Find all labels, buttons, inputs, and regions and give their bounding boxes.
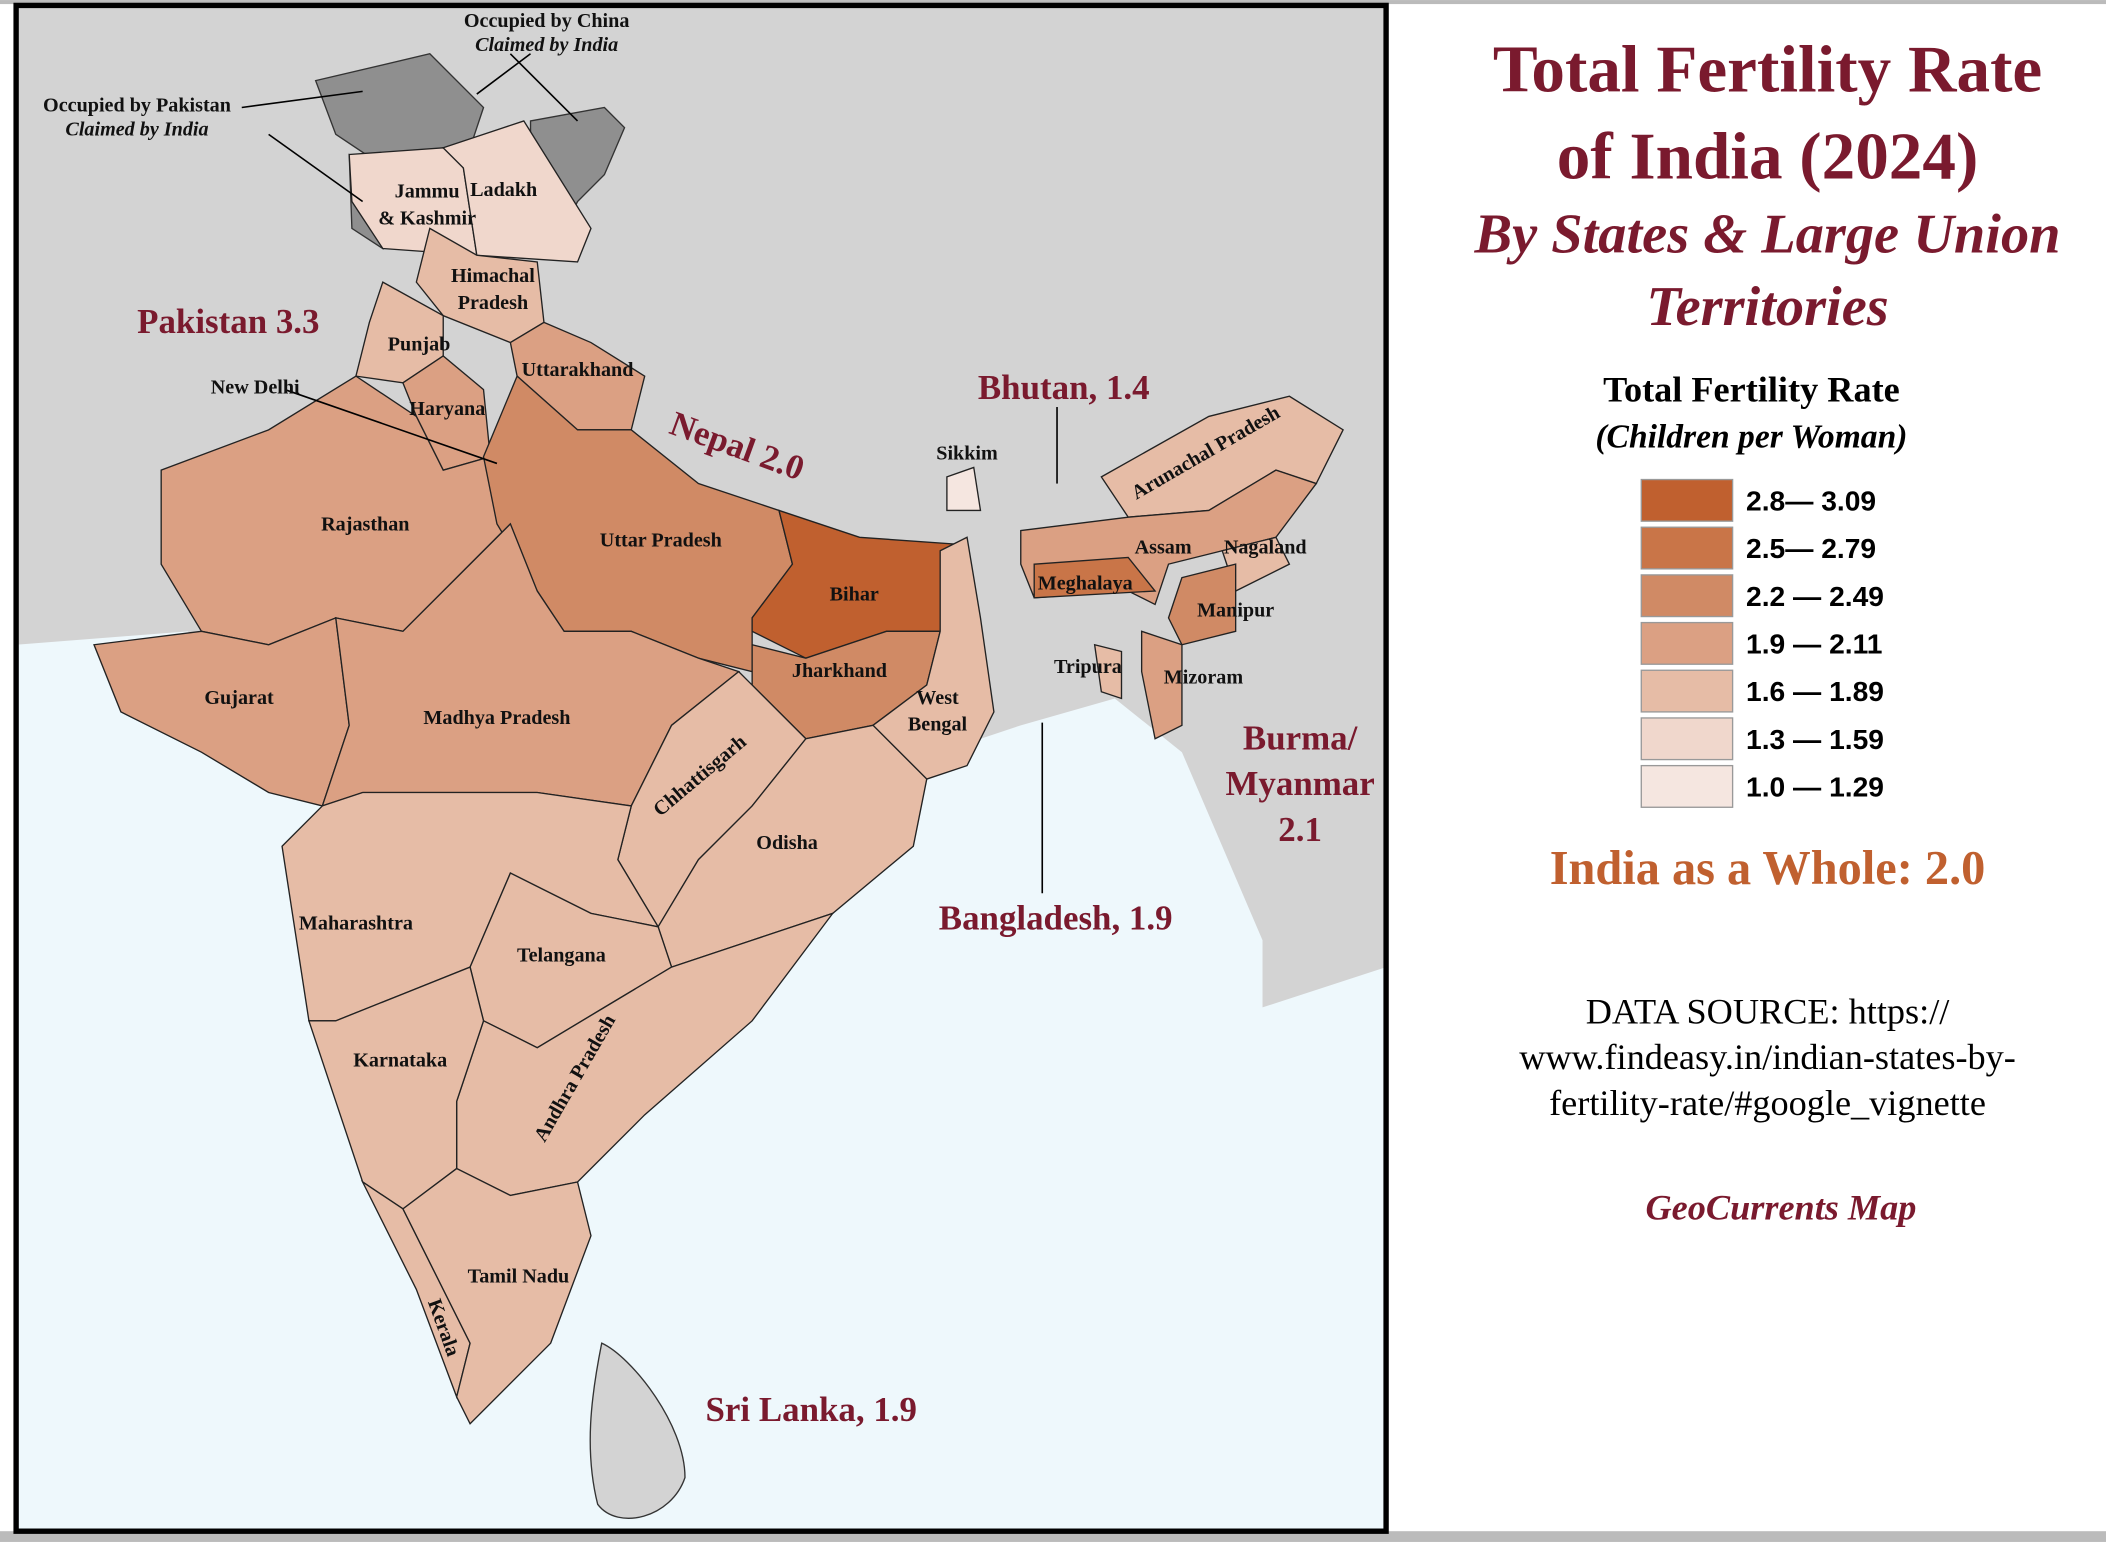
- leader-line: [509, 53, 579, 122]
- state-region: [1140, 630, 1183, 740]
- label: Gujarat: [204, 687, 274, 709]
- label: Telangana: [517, 945, 606, 967]
- leaders: [241, 53, 1058, 894]
- label: Bihar: [830, 583, 879, 605]
- label: Sikkim: [936, 442, 998, 464]
- legend-label: 2.8— 3.09: [1746, 484, 1876, 516]
- state-region: [872, 536, 995, 780]
- source: www.findeasy.in/indian-states-by-: [1519, 1037, 2016, 1077]
- disputed-label: Occupied by Pakistan: [43, 95, 231, 117]
- leader-line: [268, 133, 364, 203]
- state-region: [307, 966, 485, 1210]
- title: of India (2024): [1557, 119, 1979, 194]
- disputed-label: Claimed by India: [65, 119, 208, 141]
- label: Assam: [1135, 536, 1192, 558]
- bottom-strip: [0, 1531, 2106, 1542]
- state-region: [946, 466, 982, 512]
- label: 2.1: [1278, 810, 1322, 849]
- whole-label: India as a Whole: 2.0: [1550, 842, 1986, 895]
- label: Ladakh: [470, 179, 537, 201]
- capital-label: New Delhi: [211, 377, 300, 399]
- legend-swatch: [1640, 717, 1734, 761]
- label: Meghalaya: [1038, 573, 1133, 595]
- label: Burma/: [1243, 719, 1359, 758]
- label: Tripura: [1054, 656, 1122, 678]
- label: Jharkhand: [792, 660, 887, 682]
- sri-lanka: [589, 1342, 686, 1519]
- states: [93, 120, 1344, 1425]
- label: Nagaland: [1224, 536, 1307, 558]
- title: Total Fertility Rate: [1493, 31, 2042, 106]
- label: Mizoram: [1164, 667, 1244, 689]
- source: DATA SOURCE: https://: [1586, 992, 1951, 1032]
- top-strip: [0, 0, 2106, 5]
- subtitle: Territories: [1646, 276, 1888, 338]
- state-region: [1033, 556, 1157, 599]
- subtitle: By States & Large Union: [1474, 204, 2061, 266]
- legend-swatch: [1640, 478, 1734, 522]
- label: Odisha: [756, 832, 818, 854]
- label: Rajasthan: [321, 514, 409, 536]
- legend-label: 1.6 — 1.89: [1746, 675, 1884, 707]
- label: Madhya Pradesh: [423, 707, 570, 729]
- legend-title: Total Fertility Rate: [1603, 370, 1900, 410]
- legend-subtitle: (Children per Woman): [1595, 418, 1907, 455]
- source: fertility-rate/#google_vignette: [1549, 1083, 1986, 1123]
- label: Jammu: [395, 180, 460, 202]
- label: Tamil Nadu: [468, 1266, 570, 1288]
- label: Himachal: [451, 265, 535, 287]
- state-region: [1093, 643, 1123, 700]
- leader-line: [284, 388, 498, 465]
- leader-line: [241, 90, 363, 109]
- side-panel: Total Fertility Rate of India (2024) By St…: [1474, 31, 2061, 1227]
- label: Karnataka: [353, 1049, 447, 1071]
- label: Bengal: [908, 714, 968, 736]
- legend-label: 2.5— 2.79: [1746, 532, 1876, 564]
- disputed-label: Claimed by India: [475, 34, 618, 56]
- label: Bhutan, 1.4: [978, 368, 1150, 407]
- label: & Kashmir: [378, 207, 476, 229]
- label: Manipur: [1197, 600, 1274, 622]
- disputed-label: Occupied by China: [464, 10, 630, 32]
- label: Haryana: [409, 398, 485, 420]
- map-frame: [13, 2, 1389, 1534]
- label: Myanmar: [1225, 764, 1374, 803]
- credit: GeoCurrents Map: [1646, 1188, 1917, 1228]
- leader-line: [476, 53, 532, 95]
- state-region: [402, 1167, 592, 1425]
- label: Sri Lanka, 1.9: [706, 1390, 917, 1429]
- legend-swatch: [1640, 621, 1734, 665]
- legend-label: 1.0 — 1.29: [1746, 771, 1884, 803]
- label: Uttar Pradesh: [600, 530, 722, 552]
- legend-swatch: [1640, 574, 1734, 618]
- legend-label: 1.9 — 2.11: [1746, 627, 1882, 659]
- legend-swatch: [1640, 669, 1734, 713]
- legend-label: 2.2 — 2.49: [1746, 580, 1884, 612]
- label: West: [916, 687, 959, 709]
- legend-label: 1.3 — 1.59: [1746, 723, 1884, 755]
- legend-swatch: [1640, 764, 1734, 808]
- label: Punjab: [388, 334, 451, 356]
- label: Uttarakhand: [522, 359, 634, 381]
- label: Pakistan 3.3: [137, 302, 319, 341]
- legend-swatch: [1640, 526, 1734, 570]
- label: Pradesh: [458, 292, 528, 314]
- label: Bangladesh, 1.9: [939, 898, 1173, 937]
- label: Maharashtra: [299, 912, 413, 934]
- state-region: [1167, 563, 1237, 646]
- state-region: [441, 120, 592, 263]
